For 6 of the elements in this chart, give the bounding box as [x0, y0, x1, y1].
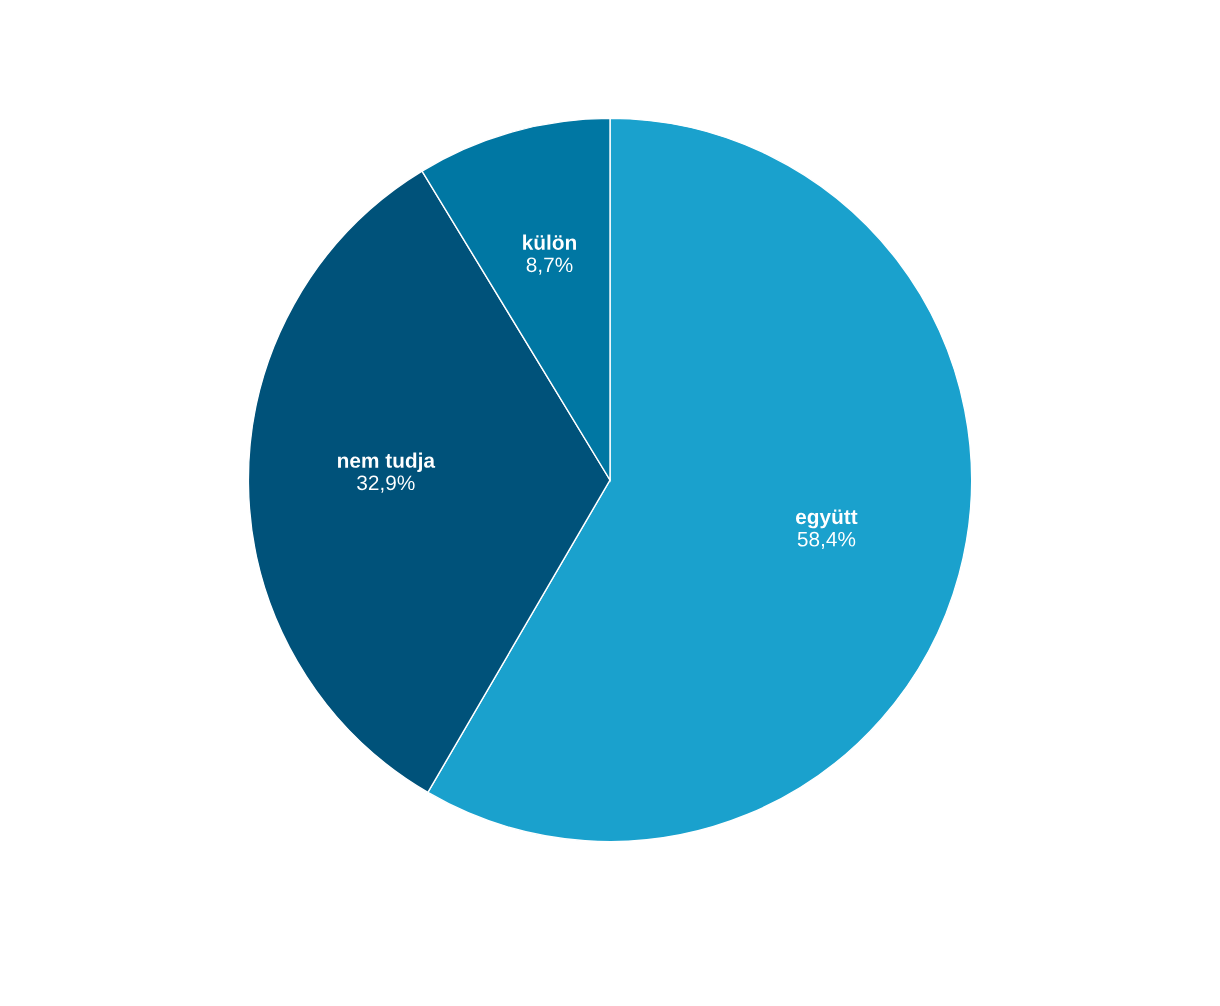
- slice-label: együtt: [796, 509, 858, 529]
- data-label: 32,9%: [357, 475, 415, 493]
- slice-label: nem tudja: [338, 452, 436, 472]
- data-label: 8,7%: [526, 257, 573, 275]
- data-label: 58,4%: [797, 531, 856, 550]
- slice-label: külön: [523, 234, 576, 250]
